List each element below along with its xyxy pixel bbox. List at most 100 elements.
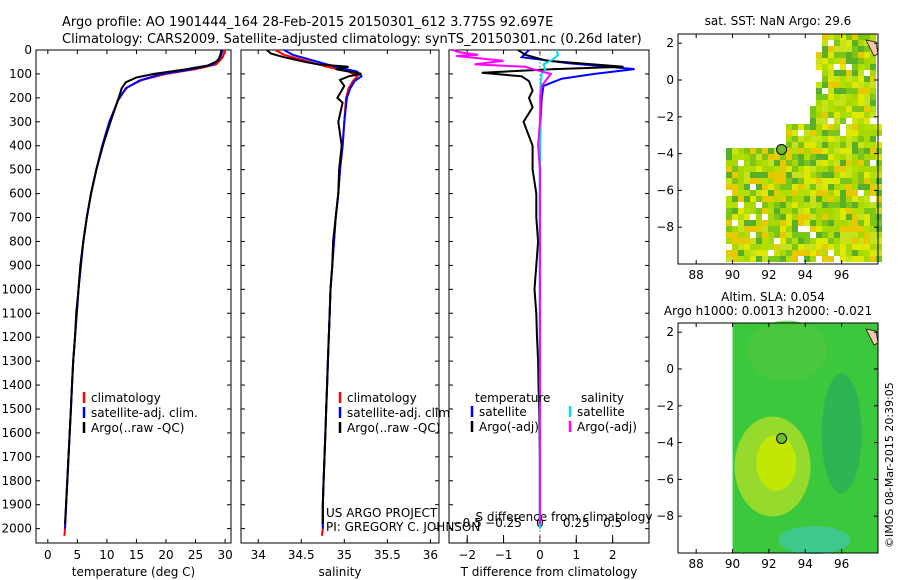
- sst-cell: [834, 46, 840, 52]
- sst-cell: [870, 76, 876, 82]
- sst-cell: [732, 178, 738, 184]
- sst-cell: [768, 256, 774, 262]
- sst-cell: [834, 226, 840, 232]
- sst-cell: [804, 196, 810, 202]
- sst-cell: [798, 154, 804, 160]
- x-tick-label: 0: [44, 548, 52, 562]
- sst-cell: [744, 190, 750, 196]
- sst-cell: [804, 220, 810, 226]
- sst-cell: [870, 190, 876, 196]
- sst-cell: [840, 226, 846, 232]
- sst-cell: [852, 154, 858, 160]
- sst-cell: [732, 238, 738, 244]
- sst-cell: [732, 190, 738, 196]
- sst-cell: [786, 136, 792, 142]
- sst-cell: [870, 94, 876, 100]
- legend-entry: Argo(..raw -QC): [347, 421, 440, 435]
- sst-cell: [732, 148, 738, 154]
- sst-cell: [852, 202, 858, 208]
- x-tick-label: 5: [74, 548, 82, 562]
- sst-cell: [840, 40, 846, 46]
- sst-cell: [852, 232, 858, 238]
- sst-cell: [738, 250, 744, 256]
- sst-cell: [768, 178, 774, 184]
- sst-cell: [792, 136, 798, 142]
- sst-cell: [834, 232, 840, 238]
- sst-cell: [804, 136, 810, 142]
- sst-cell: [876, 220, 882, 226]
- header-title-line2: Climatology: CARS2009. Satellite-adjuste…: [62, 32, 642, 47]
- sst-cell: [828, 52, 834, 58]
- sst-cell: [828, 142, 834, 148]
- series-line-3: [452, 49, 553, 524]
- sst-cell: [756, 148, 762, 154]
- sst-cell: [864, 46, 870, 52]
- y-tick-label: 2000: [1, 522, 32, 536]
- sst-cell: [858, 184, 864, 190]
- sst-cell: [840, 58, 846, 64]
- sst-cell: [858, 232, 864, 238]
- sst-cell: [828, 112, 834, 118]
- sst-cell: [768, 148, 774, 154]
- sst-cell: [744, 178, 750, 184]
- sst-cell: [840, 238, 846, 244]
- sst-cell: [846, 76, 852, 82]
- sst-cell: [810, 250, 816, 256]
- y-tick-label: 1600: [1, 426, 32, 440]
- sst-cell: [876, 244, 882, 250]
- sst-cell: [846, 220, 852, 226]
- sst-cell: [870, 154, 876, 160]
- sst-cell: [858, 106, 864, 112]
- sst-cell: [798, 232, 804, 238]
- sst-cell: [726, 160, 732, 166]
- sst-cell: [858, 94, 864, 100]
- sst-cell: [786, 214, 792, 220]
- sst-cell: [756, 172, 762, 178]
- sst-cell: [834, 70, 840, 76]
- sst-cell: [804, 214, 810, 220]
- sst-cell: [822, 58, 828, 64]
- sst-cell: [858, 256, 864, 262]
- sst-cell: [840, 214, 846, 220]
- sst-cell: [864, 112, 870, 118]
- plot-frame: [240, 49, 440, 544]
- sst-cell: [816, 142, 822, 148]
- sst-cell: [810, 124, 816, 130]
- sst-cell: [864, 178, 870, 184]
- sst-cell: [870, 166, 876, 172]
- x-tick-label: 36: [423, 548, 438, 562]
- sst-cell: [816, 112, 822, 118]
- sst-cell: [786, 256, 792, 262]
- sst-cell: [834, 238, 840, 244]
- sst-cell: [876, 154, 882, 160]
- sst-cell: [786, 226, 792, 232]
- sst-cell: [780, 184, 786, 190]
- y-tick-label: −2: [656, 110, 674, 124]
- sst-cell: [822, 112, 828, 118]
- sst-cell: [846, 214, 852, 220]
- sst-cell: [840, 208, 846, 214]
- sst-cell: [846, 250, 852, 256]
- x-tick-label: 20: [158, 548, 173, 562]
- sst-cell: [828, 34, 834, 40]
- sst-cell: [744, 154, 750, 160]
- sst-cell: [768, 190, 774, 196]
- y-tick-label: 1000: [1, 282, 32, 296]
- sst-cell: [750, 178, 756, 184]
- sst-cell: [780, 154, 786, 160]
- sst-cell: [768, 160, 774, 166]
- x-tick-label: 94: [798, 557, 813, 571]
- sst-cell: [834, 196, 840, 202]
- sst-cell: [822, 118, 828, 124]
- sst-cell: [840, 94, 846, 100]
- sst-cell: [798, 208, 804, 214]
- sst-cell: [816, 202, 822, 208]
- sst-cell: [840, 184, 846, 190]
- sst-cell: [756, 226, 762, 232]
- x-tick-label: 35.5: [374, 548, 401, 562]
- sst-cell: [822, 166, 828, 172]
- sst-cell: [768, 232, 774, 238]
- sst-cell: [732, 196, 738, 202]
- credit-project: US ARGO PROJECT: [326, 506, 438, 520]
- sst-cell: [852, 160, 858, 166]
